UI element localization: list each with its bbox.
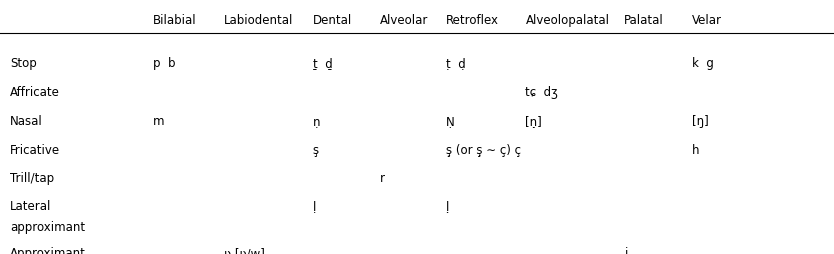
- Text: ṭ  ḍ: ṭ ḍ: [446, 57, 466, 70]
- Text: ʋ [ʋ/w]: ʋ [ʋ/w]: [224, 246, 264, 254]
- Text: Labiodental: Labiodental: [224, 14, 293, 27]
- Text: Lateral: Lateral: [10, 199, 52, 212]
- Text: Velar: Velar: [692, 14, 722, 27]
- Text: Nasal: Nasal: [10, 114, 43, 127]
- Text: ṯ  ḏ: ṯ ḏ: [313, 57, 333, 70]
- Text: ş: ş: [313, 144, 319, 156]
- Text: r: r: [379, 171, 384, 184]
- Text: Approximant: Approximant: [10, 246, 86, 254]
- Text: Ṇ: Ṇ: [446, 114, 455, 127]
- Text: Fricative: Fricative: [10, 144, 60, 156]
- Text: h: h: [692, 144, 700, 156]
- Text: Palatal: Palatal: [624, 14, 664, 27]
- Text: Alveolopalatal: Alveolopalatal: [525, 14, 610, 27]
- Text: Dental: Dental: [313, 14, 352, 27]
- Text: ş̣ (or ş̣ ∼ ç) ç: ş̣ (or ş̣ ∼ ç) ç: [446, 144, 521, 156]
- Text: Trill/tap: Trill/tap: [10, 171, 54, 184]
- Text: [ṇ̣]: [ṇ̣]: [525, 114, 542, 127]
- Text: p  b: p b: [153, 57, 175, 70]
- Text: Affricate: Affricate: [10, 86, 60, 99]
- Text: ḷ̣: ḷ̣: [446, 199, 450, 212]
- Text: [ŋ]: [ŋ]: [692, 114, 709, 127]
- Text: Bilabial: Bilabial: [153, 14, 196, 27]
- Text: Alveolar: Alveolar: [379, 14, 428, 27]
- Text: ṇ: ṇ: [313, 114, 320, 127]
- Text: m: m: [153, 114, 164, 127]
- Text: approximant: approximant: [10, 220, 85, 233]
- Text: k  g: k g: [692, 57, 714, 70]
- Text: ḷ: ḷ: [313, 199, 316, 212]
- Text: Stop: Stop: [10, 57, 37, 70]
- Text: j: j: [624, 246, 627, 254]
- Text: tɕ  dʒ: tɕ dʒ: [525, 86, 558, 99]
- Text: Retroflex: Retroflex: [446, 14, 500, 27]
